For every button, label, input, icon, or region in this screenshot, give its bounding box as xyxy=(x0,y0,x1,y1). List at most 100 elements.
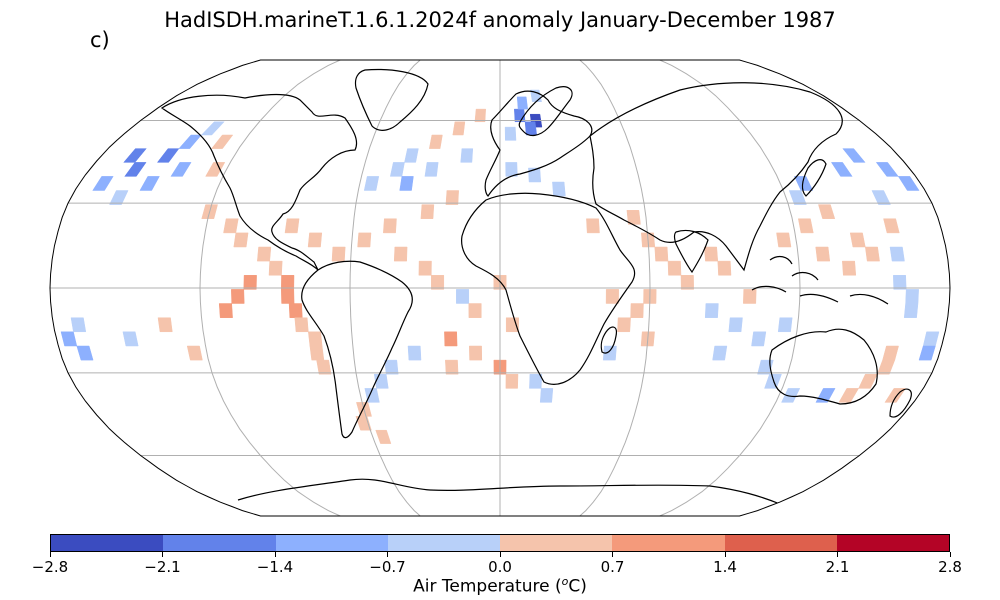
colorbar-label: Air Temperature (oC) xyxy=(413,575,587,597)
anomaly-cell xyxy=(505,317,519,333)
anomaly-cell xyxy=(474,108,486,123)
meridian-line xyxy=(199,60,341,516)
africa-coast xyxy=(461,192,636,385)
coastlines xyxy=(160,68,912,505)
anomaly-cell xyxy=(383,218,397,234)
anomaly-cell xyxy=(842,260,857,276)
anomaly-cell xyxy=(404,148,419,163)
anomaly-cell xyxy=(281,275,295,290)
anomaly-cell xyxy=(281,289,295,304)
anomaly-cell xyxy=(186,345,203,361)
anomaly-cell xyxy=(776,232,792,248)
anomaly-cell xyxy=(797,218,814,234)
anomaly-cell xyxy=(918,345,936,361)
colorbar-segment xyxy=(836,535,949,551)
anomaly-cell xyxy=(445,190,459,205)
anomaly-cell xyxy=(384,359,399,375)
meridian-line xyxy=(659,60,801,516)
anomaly-cell xyxy=(424,162,439,177)
anomaly-cell xyxy=(124,162,147,177)
anomaly-cell xyxy=(243,275,257,290)
anomaly-cell xyxy=(308,331,323,347)
anomaly-cell xyxy=(268,260,283,276)
colorbar-tick xyxy=(949,552,951,557)
anomaly-cell xyxy=(818,204,836,219)
anomaly-cell xyxy=(871,190,891,205)
graticule xyxy=(50,60,950,516)
colorbar xyxy=(50,534,950,552)
colorbar-segment xyxy=(612,535,725,551)
meridian-line xyxy=(349,60,421,516)
anomaly-cell xyxy=(431,275,445,290)
anomaly-cell xyxy=(468,303,482,318)
colorbar-tick-label: 0.7 xyxy=(600,558,625,576)
panel-label: c) xyxy=(90,28,110,52)
madagascar-coast xyxy=(600,326,617,354)
anomaly-cell xyxy=(883,218,900,234)
anomaly-cell xyxy=(178,134,202,149)
anomaly-cell xyxy=(893,275,907,290)
anomaly-cell xyxy=(830,162,853,177)
anomaly-cell xyxy=(728,317,743,333)
colorbar-tick xyxy=(49,552,51,557)
anomaly-cell xyxy=(516,96,528,110)
anomaly-cell xyxy=(922,331,940,347)
anomaly-cell xyxy=(76,345,94,361)
anomaly-cell xyxy=(294,317,309,333)
anomaly-cell xyxy=(233,232,249,248)
colorbar-tick-label: 2.8 xyxy=(938,558,962,576)
anomaly-cell xyxy=(794,176,814,191)
colorbar-tick-label: 2.1 xyxy=(825,558,850,576)
anomaly-cell xyxy=(452,121,466,136)
anomaly-cell xyxy=(307,232,323,248)
australia-coast xyxy=(769,328,878,405)
colorbar-segment xyxy=(163,535,276,551)
anomaly-cell xyxy=(407,345,422,361)
anomaly-cell xyxy=(504,126,517,141)
anomaly-cell xyxy=(788,190,807,205)
anomaly-cell xyxy=(654,246,669,262)
new-zealand-coast xyxy=(889,388,912,418)
anomaly-cell xyxy=(539,388,554,403)
anomaly-cell xyxy=(420,204,435,219)
anomaly-cell xyxy=(717,260,732,276)
anomaly-cell xyxy=(858,373,878,389)
anomaly-cell xyxy=(157,317,173,333)
colorbar-tick xyxy=(387,552,388,557)
anomaly-cell xyxy=(704,246,719,262)
colorbar-segment xyxy=(51,535,164,551)
colorbar-tick-label: −2.8 xyxy=(31,558,69,576)
anomaly-cell xyxy=(552,181,566,197)
anomaly-cell xyxy=(528,167,542,183)
anomaly-cell xyxy=(743,289,757,304)
colorbar-tick xyxy=(837,552,838,557)
anomaly-cell xyxy=(428,134,443,149)
anomaly-cell xyxy=(139,176,160,191)
anomaly-cell xyxy=(122,331,139,347)
europe-coast xyxy=(484,90,593,197)
anomaly-cell xyxy=(505,373,519,389)
colorbar-tick xyxy=(724,552,726,557)
anomaly-cell xyxy=(889,246,905,262)
anomaly-cell xyxy=(469,345,483,361)
world-map xyxy=(49,59,951,517)
indonesia-coast xyxy=(751,255,889,305)
anomaly-cell xyxy=(399,176,414,191)
map-title: HadISDH.marineT.1.6.1.2024f anomaly Janu… xyxy=(164,8,836,32)
colorbar-tick-label: −0.7 xyxy=(369,558,406,576)
anomaly-cell xyxy=(331,246,346,262)
anomaly-cell xyxy=(284,218,300,234)
greenland-coast xyxy=(354,68,429,131)
anomaly-cell xyxy=(849,232,866,248)
colorbar-tick xyxy=(274,552,276,557)
anomaly-cell xyxy=(876,359,896,375)
meridian-line xyxy=(579,60,651,516)
colorbar-segment xyxy=(387,535,500,551)
anomaly-cell xyxy=(211,134,234,149)
anomaly-cell xyxy=(667,260,682,276)
anomaly-cell xyxy=(680,275,694,290)
anomaly-cell xyxy=(309,345,325,361)
anomaly-cell xyxy=(257,246,272,262)
anomaly-cell xyxy=(109,190,129,205)
anomaly-cell xyxy=(505,162,518,177)
